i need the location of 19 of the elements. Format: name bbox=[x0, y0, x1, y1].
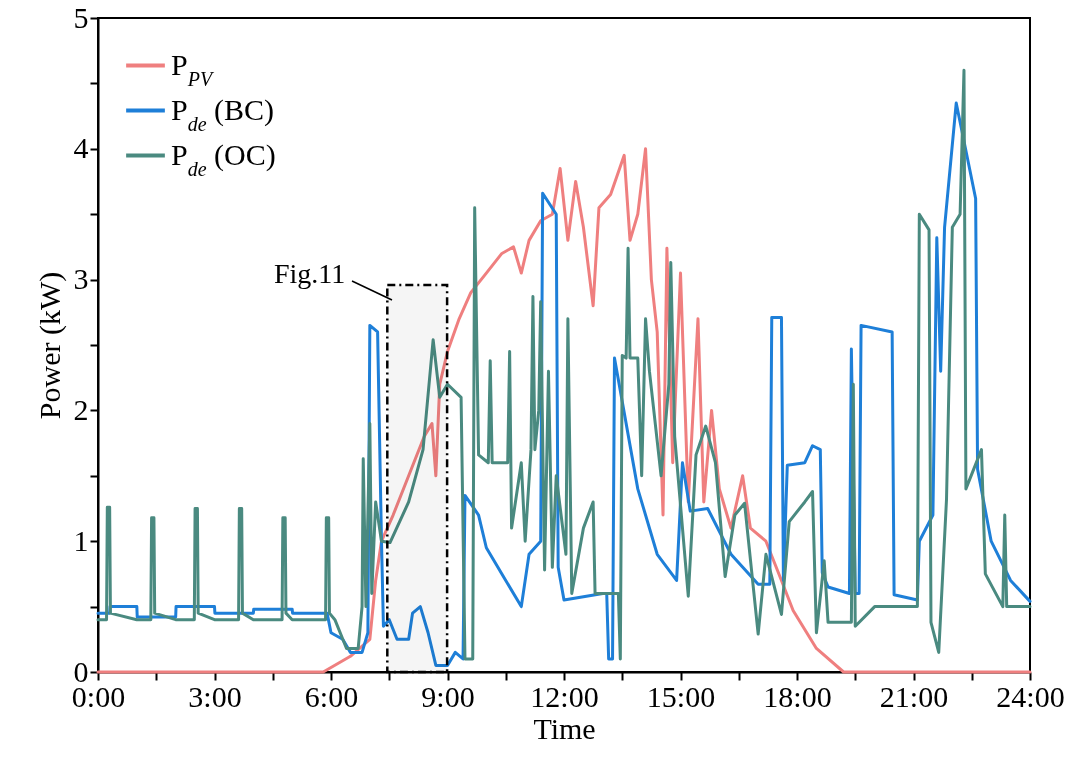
y-tick-label: 2 bbox=[73, 392, 89, 426]
x-axis-title: Time bbox=[533, 711, 596, 745]
x-tick-label: 15:00 bbox=[646, 679, 716, 713]
x-tick-label: 24:00 bbox=[996, 679, 1065, 713]
x-tick-label: 9:00 bbox=[421, 679, 475, 713]
y-tick-label: 4 bbox=[73, 131, 89, 165]
x-tick-label: 21:00 bbox=[879, 679, 949, 713]
legend-label: P$_{de}$ (OC) bbox=[171, 137, 276, 180]
y-tick-label: 3 bbox=[73, 262, 89, 296]
legend-label: P$_{PV}$ bbox=[171, 47, 215, 90]
legend-label: P$_{de}$ (BC) bbox=[171, 92, 275, 135]
y-tick-label: 1 bbox=[73, 523, 89, 557]
x-tick-label: 12:00 bbox=[530, 679, 599, 713]
x-tick-label: 3:00 bbox=[188, 679, 242, 713]
y-tick-label: 5 bbox=[73, 0, 89, 34]
x-tick-label: 18:00 bbox=[763, 679, 832, 713]
x-tick-label: 6:00 bbox=[304, 679, 359, 713]
band-label: Fig.11 bbox=[274, 258, 346, 289]
y-axis-title: Power (kW) bbox=[32, 271, 67, 420]
